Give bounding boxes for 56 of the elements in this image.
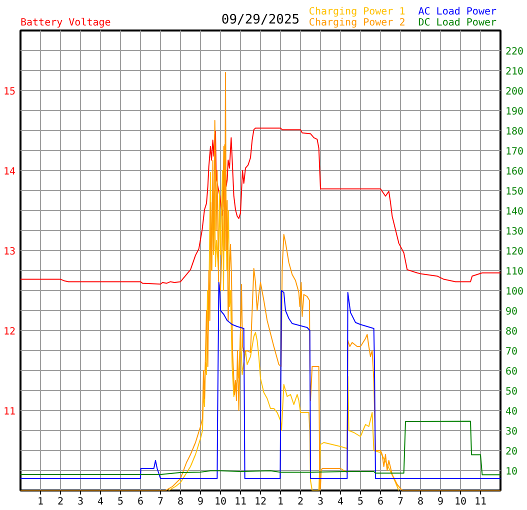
y2-tick-label: 100 [506, 286, 524, 298]
x-tick-label: 1 [277, 496, 284, 508]
y2-tick-label: 30 [506, 426, 518, 438]
text: Battery Voltage [20, 18, 111, 28]
x-tick-label: 8 [177, 496, 184, 508]
x-tick-label: 3 [317, 496, 324, 508]
x-tick-label: 12 [254, 496, 267, 508]
x-tick-label: 4 [337, 496, 344, 508]
x-tick-label: 11 [234, 496, 247, 508]
y2-tick-label: 210 [506, 66, 524, 78]
x-tick-label: 1 [37, 496, 44, 508]
y2-tick-label: 180 [506, 126, 524, 138]
y2-tick-label: 190 [506, 106, 524, 118]
x-tick-label: 8 [417, 496, 424, 508]
x-tick-label: 7 [397, 496, 404, 508]
y2-tick-label: 10 [506, 466, 518, 478]
x-tick-label: 3 [77, 496, 84, 508]
y2-tick-label: 90 [506, 306, 518, 318]
x-tick-label: 9 [197, 496, 204, 508]
x-tick-label: 10 [454, 496, 467, 508]
y2-tick-label: 140 [506, 206, 524, 218]
chart-title: 09/29/2025 [221, 12, 300, 28]
y-tick-label: 12 [3, 326, 16, 338]
x-tick-label: 9 [437, 496, 444, 508]
x-tick-label: 10 [214, 496, 227, 508]
y2-tick-label: 70 [506, 346, 518, 358]
x-tick-label: 7 [157, 496, 164, 508]
y2-tick-label: 160 [506, 166, 524, 178]
y-tick-label: 15 [3, 86, 16, 98]
text: DC Load Power [418, 18, 497, 28]
x-tick-label: 5 [357, 496, 364, 508]
y2-tick-label: 200 [506, 86, 524, 98]
y2-tick-label: 150 [506, 186, 524, 198]
y2-tick-label: 50 [506, 386, 518, 398]
y2-tick-label: 170 [506, 146, 524, 158]
y2-tick-label: 110 [506, 266, 524, 278]
y2-tick-label: 130 [506, 226, 524, 238]
x-tick-label: 4 [97, 496, 104, 508]
y2-tick-label: 220 [506, 46, 524, 58]
x-tick-label: 2 [57, 496, 64, 508]
y2-tick-label: 20 [506, 446, 518, 458]
x-tick-label: 5 [117, 496, 124, 508]
text: Charging Power 1 [308, 6, 406, 18]
x-tick-label: 2 [297, 496, 304, 508]
x-tick-label: 6 [377, 496, 384, 508]
y2-tick-label: 80 [506, 326, 518, 338]
y2-tick-label: 60 [506, 366, 518, 378]
x-tick-label: 6 [137, 496, 144, 508]
y2-tick-label: 120 [506, 246, 524, 258]
y-tick-label: 13 [3, 246, 16, 258]
text: AC Load Power [418, 6, 497, 18]
text: Charging Power 2 [308, 18, 406, 28]
y-tick-label: 14 [3, 166, 16, 178]
x-tick-label: 11 [474, 496, 487, 508]
y-tick-label: 11 [3, 406, 16, 418]
y2-tick-label: 40 [506, 406, 518, 418]
